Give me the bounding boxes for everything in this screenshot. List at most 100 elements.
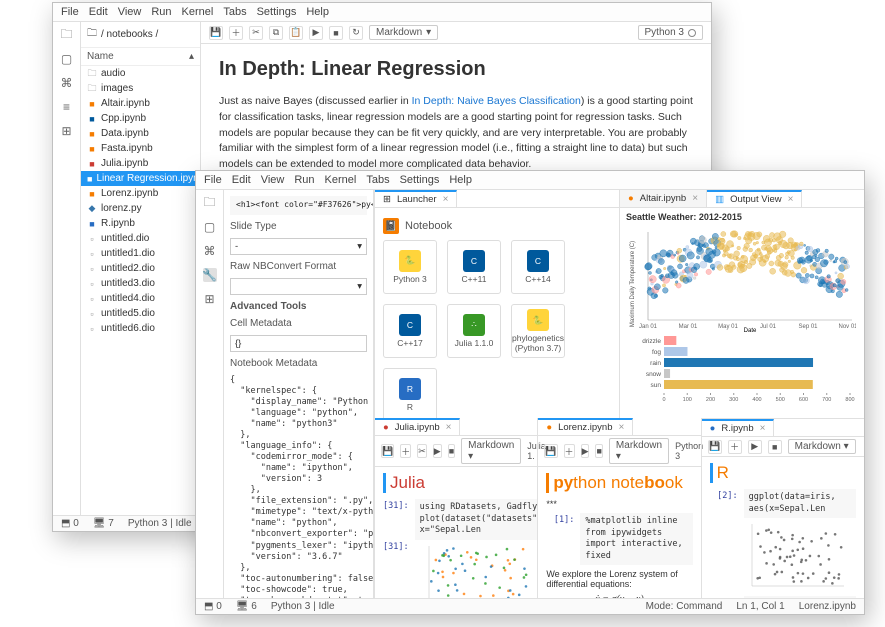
commands-icon[interactable]: ⌘ (60, 76, 74, 90)
paste-icon[interactable]: 📋 (289, 26, 303, 40)
tab-altair[interactable]: ●Altair.ipynb× (620, 190, 707, 207)
launcher-card[interactable]: 🐍phylogenetics (Python 3.7) (511, 304, 565, 358)
save-icon[interactable]: 💾 (544, 444, 557, 458)
add-icon[interactable]: ＋ (564, 444, 575, 458)
tab-julia[interactable]: ●Julia.ipynb× (375, 418, 460, 435)
cell-tools-icon[interactable]: ≡ (60, 100, 74, 114)
menu-file[interactable]: File (61, 6, 79, 18)
close-icon[interactable]: × (446, 422, 452, 433)
stop-icon[interactable]: ■ (329, 26, 343, 40)
add-icon[interactable]: ＋ (728, 440, 742, 454)
tab-launcher[interactable]: ⊞Launcher× (375, 190, 457, 207)
file-item[interactable]: ■Julia.ipynb (81, 156, 200, 171)
code-cell[interactable]: using RDatasets, Gadfly plot(dataset("da… (415, 499, 538, 539)
run-icon[interactable]: ▶ (748, 440, 762, 454)
run-icon[interactable]: ▶ (581, 444, 590, 458)
menu-item[interactable]: Kernel (325, 174, 357, 186)
close-icon[interactable]: × (692, 193, 698, 204)
restart-icon[interactable]: ↻ (349, 26, 363, 40)
cut-icon[interactable]: ✂ (249, 26, 263, 40)
menu-tabs[interactable]: Tabs (223, 6, 246, 18)
menu-item[interactable]: View (261, 174, 285, 186)
file-item[interactable]: ■R.ipynb (81, 216, 200, 231)
file-item[interactable]: ■Linear Regression.ipynb (81, 171, 200, 186)
menu-view[interactable]: View (118, 6, 142, 18)
file-item[interactable]: 🗀audio (81, 66, 200, 81)
running-icon[interactable]: ▢ (203, 220, 217, 234)
close-icon[interactable]: × (788, 194, 794, 205)
menu-kernel[interactable]: Kernel (182, 6, 214, 18)
link-nb-classification[interactable]: In Depth: Naive Bayes Classification (412, 95, 581, 107)
stop-icon[interactable]: ■ (768, 440, 782, 454)
file-item[interactable]: ▫untitled1.dio (81, 246, 200, 261)
menu-settings[interactable]: Settings (257, 6, 297, 18)
launcher-card[interactable]: CC++14 (511, 240, 565, 294)
run-icon[interactable]: ▶ (433, 444, 442, 458)
menu-item[interactable]: Edit (232, 174, 251, 186)
launcher-card[interactable]: CC++11 (447, 240, 501, 294)
folder-icon[interactable]: 🗀 (60, 28, 74, 42)
close-icon[interactable]: × (443, 194, 449, 205)
file-item[interactable]: ▫untitled5.dio (81, 306, 200, 321)
nb-metadata-view[interactable]: { "kernelspec": { "display_name": "Pytho… (230, 375, 367, 598)
file-item[interactable]: ■Lorenz.ipynb (81, 186, 200, 201)
commands-icon[interactable]: ⌘ (203, 244, 217, 258)
file-item[interactable]: ▫untitled.dio (81, 231, 200, 246)
close-icon[interactable]: × (618, 422, 624, 433)
cell-type-select[interactable]: Markdown▾ (369, 25, 438, 40)
menu-item[interactable]: Help (449, 174, 472, 186)
label-advanced[interactable]: Advanced Tools (230, 301, 367, 312)
file-item[interactable]: ■Cpp.ipynb (81, 111, 200, 126)
folder-icon[interactable]: 🗀 (203, 196, 217, 210)
cell-type[interactable]: Markdown ▾ (609, 438, 669, 464)
menu-item[interactable]: Settings (400, 174, 440, 186)
file-item[interactable]: ■Fasta.ipynb (81, 141, 200, 156)
tab-r[interactable]: ●R.ipynb× (702, 419, 775, 436)
launcher-card[interactable]: RR (383, 368, 437, 418)
tab-outputview[interactable]: ▥Output View× (707, 190, 802, 207)
tabs-icon[interactable]: ⊞ (203, 292, 217, 306)
tab-lorenz[interactable]: ●Lorenz.ipynb× (538, 418, 633, 435)
cell-raw-view[interactable]: <h1><font color="#F37626">py</font><font… (230, 196, 367, 215)
run-icon[interactable]: ▶ (309, 26, 323, 40)
code-cell[interactable]: %matplotlib inline from ipywidgets impor… (580, 513, 692, 565)
file-item[interactable]: ▫untitled6.dio (81, 321, 200, 336)
cut-icon[interactable]: ✂ (417, 444, 427, 458)
launcher-card[interactable]: 🐍Python 3 (383, 240, 437, 294)
stop-icon[interactable]: ■ (595, 444, 602, 458)
code-cell[interactable]: ggplot(data=iris, aes(x=Sepal.Len (744, 489, 856, 518)
running-icon[interactable]: ▢ (60, 52, 74, 66)
breadcrumb[interactable]: 🗀 / notebooks / (81, 22, 200, 48)
menu-edit[interactable]: Edit (89, 6, 108, 18)
cell-type[interactable]: Markdown ▾ (788, 439, 856, 454)
menu-item[interactable]: Tabs (366, 174, 389, 186)
add-icon[interactable]: ＋ (400, 444, 411, 458)
menu-help[interactable]: Help (306, 6, 329, 18)
launcher-card[interactable]: CC++17 (383, 304, 437, 358)
cell-tools-icon[interactable]: 🔧 (203, 268, 217, 282)
menu-run[interactable]: Run (151, 6, 171, 18)
cell-metadata-input[interactable]: {} (230, 335, 367, 352)
kernel-indicator[interactable]: Python 3 (638, 25, 703, 40)
cell-type[interactable]: Markdown ▾ (461, 438, 521, 464)
save-icon[interactable]: 💾 (381, 444, 394, 458)
launcher-card[interactable]: ∴Julia 1.1.0 (447, 304, 501, 358)
slide-type-select[interactable]: -▾ (230, 238, 367, 255)
file-item[interactable]: 🗀images (81, 81, 200, 96)
file-item[interactable]: ▫untitled4.dio (81, 291, 200, 306)
menu-item[interactable]: Run (294, 174, 314, 186)
save-icon[interactable]: 💾 (209, 26, 223, 40)
file-item[interactable]: ◆lorenz.py (81, 201, 200, 216)
save-icon[interactable]: 💾 (708, 440, 722, 454)
stop-icon[interactable]: ■ (448, 444, 455, 458)
add-cell-icon[interactable]: ＋ (229, 26, 243, 40)
file-item[interactable]: ▫untitled2.dio (81, 261, 200, 276)
copy-icon[interactable]: ⧉ (269, 26, 283, 40)
menu-item[interactable]: File (204, 174, 222, 186)
tabs-icon[interactable]: ⊞ (60, 124, 74, 138)
file-item[interactable]: ▫untitled3.dio (81, 276, 200, 291)
file-item[interactable]: ■Data.ipynb (81, 126, 200, 141)
close-icon[interactable]: × (760, 423, 766, 434)
kernel-name[interactable]: Python 3 (675, 441, 703, 461)
file-item[interactable]: ■Altair.ipynb (81, 96, 200, 111)
